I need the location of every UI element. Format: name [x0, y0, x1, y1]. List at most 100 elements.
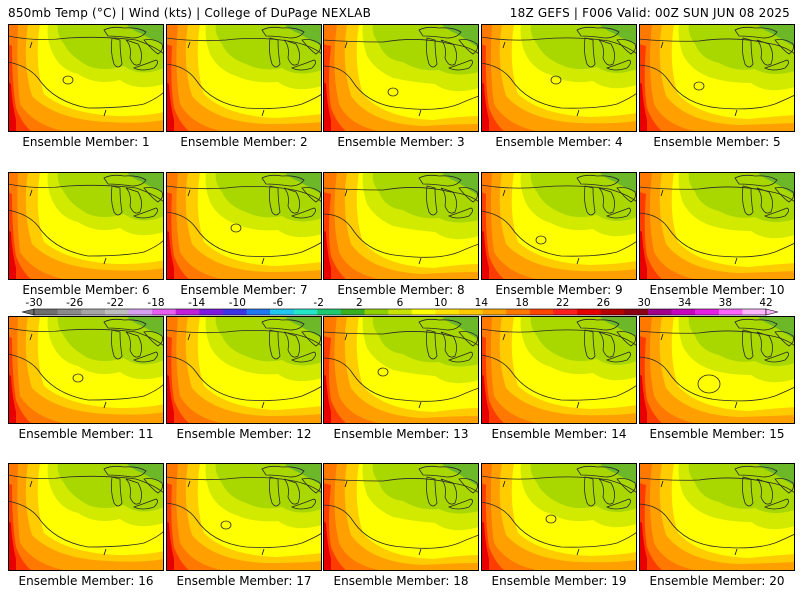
ensemble-map-panel: [323, 24, 479, 132]
colorbar-tick-label: 18: [515, 297, 528, 309]
colorbar-swatch: [317, 309, 342, 315]
ensemble-member-label: Ensemble Member: 12: [176, 427, 312, 441]
temperature-map: [8, 463, 164, 571]
ensemble-member-label: Ensemble Member: 4: [495, 135, 623, 149]
colorbar-tick-label: 2: [356, 297, 363, 309]
colorbar-tick-label: -2: [313, 297, 323, 309]
ensemble-member-label: Ensemble Member: 7: [180, 283, 308, 297]
temperature-map: [481, 24, 637, 132]
ensemble-member-label: Ensemble Member: 5: [653, 135, 781, 149]
ensemble-member-label: Ensemble Member: 11: [18, 427, 154, 441]
colorbar-swatch: [388, 309, 413, 315]
colorbar-tick-label: -6: [273, 297, 284, 309]
ensemble-member-label: Ensemble Member: 17: [176, 574, 312, 588]
colorbar-tick-label: -10: [229, 297, 246, 309]
temperature-map: [639, 24, 795, 132]
colorbar-swatch: [671, 309, 696, 315]
colorbar-swatch: [175, 309, 200, 315]
ensemble-map-panel: [166, 172, 322, 280]
temperature-map: [166, 172, 322, 280]
ensemble-map-panel: [166, 463, 322, 571]
colorbar-tick-label: 38: [719, 297, 732, 309]
colorbar-swatch: [411, 309, 436, 315]
temperature-map: [639, 316, 795, 424]
colorbar-swatch: [293, 309, 318, 315]
colorbar-tick-label: -30: [25, 297, 42, 309]
colorbar-tick-label: 34: [678, 297, 692, 309]
colorbar-swatch: [577, 309, 602, 315]
colorbar-swatch: [364, 309, 389, 315]
colorbar-swatch: [128, 309, 153, 315]
colorbar-swatch: [624, 309, 649, 315]
temperature-map: [166, 316, 322, 424]
ensemble-map-panel: [166, 24, 322, 132]
ensemble-map-panel: [639, 24, 795, 132]
colorbar-swatch: [246, 309, 271, 315]
ensemble-member-label: Ensemble Member: 9: [495, 283, 623, 297]
colorbar-tick-label: -22: [107, 297, 124, 309]
colorbar-swatch: [742, 309, 767, 315]
ensemble-map-panel: [323, 463, 479, 571]
ensemble-map-panel: [639, 316, 795, 424]
temperature-map: [8, 24, 164, 132]
temperature-map: [166, 463, 322, 571]
colorbar-swatch: [553, 309, 578, 315]
ensemble-map-panel: [481, 463, 637, 571]
colorbar-swatch: [506, 309, 531, 315]
colorbar-swatch: [600, 309, 625, 315]
temperature-map: [323, 24, 479, 132]
temperature-map: [8, 172, 164, 280]
colorbar-swatch: [718, 309, 743, 315]
colorbar-swatch: [57, 309, 82, 315]
ensemble-member-label: Ensemble Member: 19: [491, 574, 627, 588]
colorbar-tick-label: 14: [475, 297, 489, 309]
ensemble-map-panel: [481, 24, 637, 132]
colorbar-swatch: [482, 309, 507, 315]
ensemble-member-label: Ensemble Member: 6: [22, 283, 150, 297]
colorbar-swatch: [222, 309, 247, 315]
colorbar-swatch: [152, 309, 176, 315]
colorbar-swatch: [104, 309, 129, 315]
colorbar-swatch: [647, 309, 672, 315]
ensemble-member-label: Ensemble Member: 18: [333, 574, 469, 588]
ensemble-member-label: Ensemble Member: 16: [18, 574, 154, 588]
colorbar-swatch: [695, 309, 720, 315]
colorbar-tick-label: 10: [434, 297, 447, 309]
temperature-map: [323, 463, 479, 571]
ensemble-map-panel: [166, 316, 322, 424]
header-title: 850mb Temp (°C) | Wind (kts) | College o…: [8, 6, 372, 20]
ensemble-map-panel: [323, 172, 479, 280]
ensemble-map-panel: [639, 172, 795, 280]
temperature-colorbar: -30 -26 -22 -18 -14 -10 -6 -2 2 6 10 14 18 22 26 30 34 38…: [21, 297, 779, 316]
colorbar-swatch: [199, 309, 224, 315]
ensemble-map-panel: [8, 316, 164, 424]
header-run-info: 18Z GEFS | F006 Valid: 00Z SUN JUN 08 20…: [509, 6, 790, 20]
temperature-map: [481, 463, 637, 571]
colorbar-swatch: [340, 309, 365, 315]
colorbar-swatch: [81, 309, 106, 315]
colorbar-tick-label: -14: [188, 297, 205, 309]
ensemble-member-label: Ensemble Member: 14: [491, 427, 627, 441]
ensemble-member-label: Ensemble Member: 3: [337, 135, 465, 149]
ensemble-map-panel: [8, 463, 164, 571]
colorbar-tick-label: -26: [66, 297, 83, 309]
temperature-map: [323, 172, 479, 280]
temperature-map: [481, 172, 637, 280]
temperature-map: [481, 316, 637, 424]
ensemble-map-panel: [8, 172, 164, 280]
temperature-map: [639, 463, 795, 571]
ensemble-member-label: Ensemble Member: 8: [337, 283, 465, 297]
colorbar-tick-label: 22: [556, 297, 569, 309]
ensemble-map-panel: [323, 316, 479, 424]
colorbar-swatch: [529, 309, 554, 315]
colorbar-swatch: [270, 309, 295, 315]
ensemble-map-panel: [639, 463, 795, 571]
ensemble-member-label: Ensemble Member: 2: [180, 135, 308, 149]
colorbar-min-arrow: [21, 308, 35, 316]
ensemble-member-label: Ensemble Member: 10: [649, 283, 785, 297]
temperature-map: [166, 24, 322, 132]
temperature-map: [639, 172, 795, 280]
temperature-map: [8, 316, 164, 424]
colorbar-tick-label: 26: [597, 297, 611, 309]
colorbar-swatch: [435, 309, 460, 315]
